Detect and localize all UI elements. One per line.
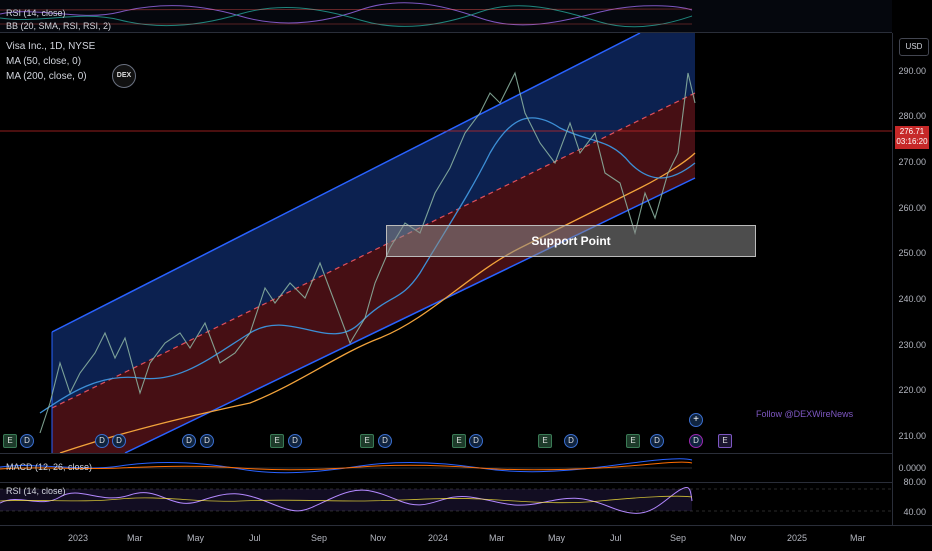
dividend-badge[interactable]: D bbox=[288, 434, 302, 448]
time-tick: Nov bbox=[730, 533, 747, 543]
macd-axis-value: 0.0000 bbox=[898, 463, 926, 473]
price-tick: 210.00 bbox=[898, 431, 926, 441]
time-tick: Mar bbox=[127, 533, 143, 543]
price-tick: 280.00 bbox=[898, 111, 926, 121]
earnings-badge[interactable]: E bbox=[270, 434, 284, 448]
top-rsi-waves bbox=[0, 2, 693, 28]
dividend-badge[interactable]: D bbox=[95, 434, 109, 448]
rsi-axis-40: 40.00 bbox=[903, 507, 926, 517]
ma200-legend[interactable]: MA (200, close, 0) bbox=[6, 71, 87, 82]
last-price-tag: 276.71 03:16:20 bbox=[895, 126, 929, 149]
earnings-badge[interactable]: E bbox=[3, 434, 17, 448]
top-bb-label[interactable]: BB (20, SMA, RSI, RSI, 2) bbox=[6, 21, 112, 31]
time-tick: 2025 bbox=[787, 533, 808, 543]
pane-separator bbox=[0, 453, 892, 454]
pane-separator bbox=[0, 32, 892, 33]
time-tick: Jul bbox=[249, 533, 261, 543]
price-trace bbox=[39, 71, 696, 434]
channel-bottom-line bbox=[124, 177, 696, 453]
support-point-label: Support Point bbox=[531, 234, 611, 248]
earnings-badge[interactable]: E bbox=[718, 434, 732, 448]
pane-separator bbox=[0, 482, 892, 483]
time-tick: Sep bbox=[311, 533, 328, 543]
channel-upper-zone bbox=[52, 33, 695, 408]
channel-midline bbox=[51, 92, 696, 409]
rsi-axis-80: 80.00 bbox=[903, 477, 926, 487]
price-tick: 260.00 bbox=[898, 203, 926, 213]
time-tick: Jul bbox=[610, 533, 622, 543]
add-event-icon[interactable]: + bbox=[689, 413, 703, 427]
support-point-box[interactable]: Support Point bbox=[386, 225, 756, 257]
time-tick: Nov bbox=[370, 533, 387, 543]
time-tick: Mar bbox=[489, 533, 505, 543]
price-tick: 250.00 bbox=[898, 248, 926, 258]
dex-logo: DEX bbox=[112, 64, 136, 88]
earnings-badge[interactable]: E bbox=[626, 434, 640, 448]
rsi-label[interactable]: RSI (14, close) bbox=[6, 486, 66, 496]
dividend-badge[interactable]: D bbox=[564, 434, 578, 448]
dividend-badge[interactable]: D bbox=[469, 434, 483, 448]
time-tick: 2024 bbox=[428, 533, 449, 543]
macd-waves bbox=[0, 458, 693, 474]
dividend-badge[interactable]: D bbox=[650, 434, 664, 448]
main-chart[interactable] bbox=[0, 33, 892, 453]
channel-top-line bbox=[51, 33, 641, 333]
price-tick: 230.00 bbox=[898, 340, 926, 350]
last-price-value: 276.71 bbox=[899, 127, 925, 136]
price-tick: 220.00 bbox=[898, 385, 926, 395]
ma50-legend[interactable]: MA (50, close, 0) bbox=[6, 56, 82, 67]
dex-logo-text: DEX bbox=[116, 72, 132, 79]
rsi-pane[interactable] bbox=[0, 483, 892, 525]
dividend-badge[interactable]: D bbox=[112, 434, 126, 448]
dividend-badge[interactable]: D bbox=[182, 434, 196, 448]
dividend-badge[interactable]: D bbox=[689, 434, 703, 448]
last-price-countdown: 03:16:20 bbox=[896, 137, 928, 146]
time-tick: Mar bbox=[850, 533, 866, 543]
dividend-badge[interactable]: D bbox=[20, 434, 34, 448]
macd-label[interactable]: MACD (12, 26, close) bbox=[6, 462, 93, 472]
top-rsi-pane: RSI (14, close) BB (20, SMA, RSI, RSI, 2… bbox=[0, 0, 892, 32]
macd-pane[interactable] bbox=[0, 454, 892, 482]
lower-axis-border bbox=[892, 453, 893, 525]
chart-title[interactable]: Visa Inc., 1D, NYSE bbox=[6, 41, 96, 52]
channel-lower-zone bbox=[52, 93, 695, 453]
time-tick: Sep bbox=[670, 533, 687, 543]
time-axis[interactable] bbox=[0, 525, 932, 551]
earnings-badge[interactable]: E bbox=[538, 434, 552, 448]
time-tick: May bbox=[548, 533, 566, 543]
time-tick: 2023 bbox=[68, 533, 89, 543]
top-rsi-label[interactable]: RSI (14, close) bbox=[6, 8, 66, 18]
earnings-badge[interactable]: E bbox=[360, 434, 374, 448]
price-tick: 290.00 bbox=[898, 66, 926, 76]
earnings-badge[interactable]: E bbox=[452, 434, 466, 448]
rsi-waves bbox=[0, 487, 892, 514]
credit-text: Follow @DEXWireNews bbox=[756, 409, 854, 419]
price-axis[interactable]: USD bbox=[892, 33, 932, 453]
dividend-badge[interactable]: D bbox=[200, 434, 214, 448]
price-tick: 240.00 bbox=[898, 294, 926, 304]
price-tick: 270.00 bbox=[898, 157, 926, 167]
time-tick: May bbox=[187, 533, 205, 543]
ma200-line bbox=[59, 152, 696, 453]
currency-button[interactable]: USD bbox=[899, 38, 929, 56]
dividend-badge[interactable]: D bbox=[378, 434, 392, 448]
